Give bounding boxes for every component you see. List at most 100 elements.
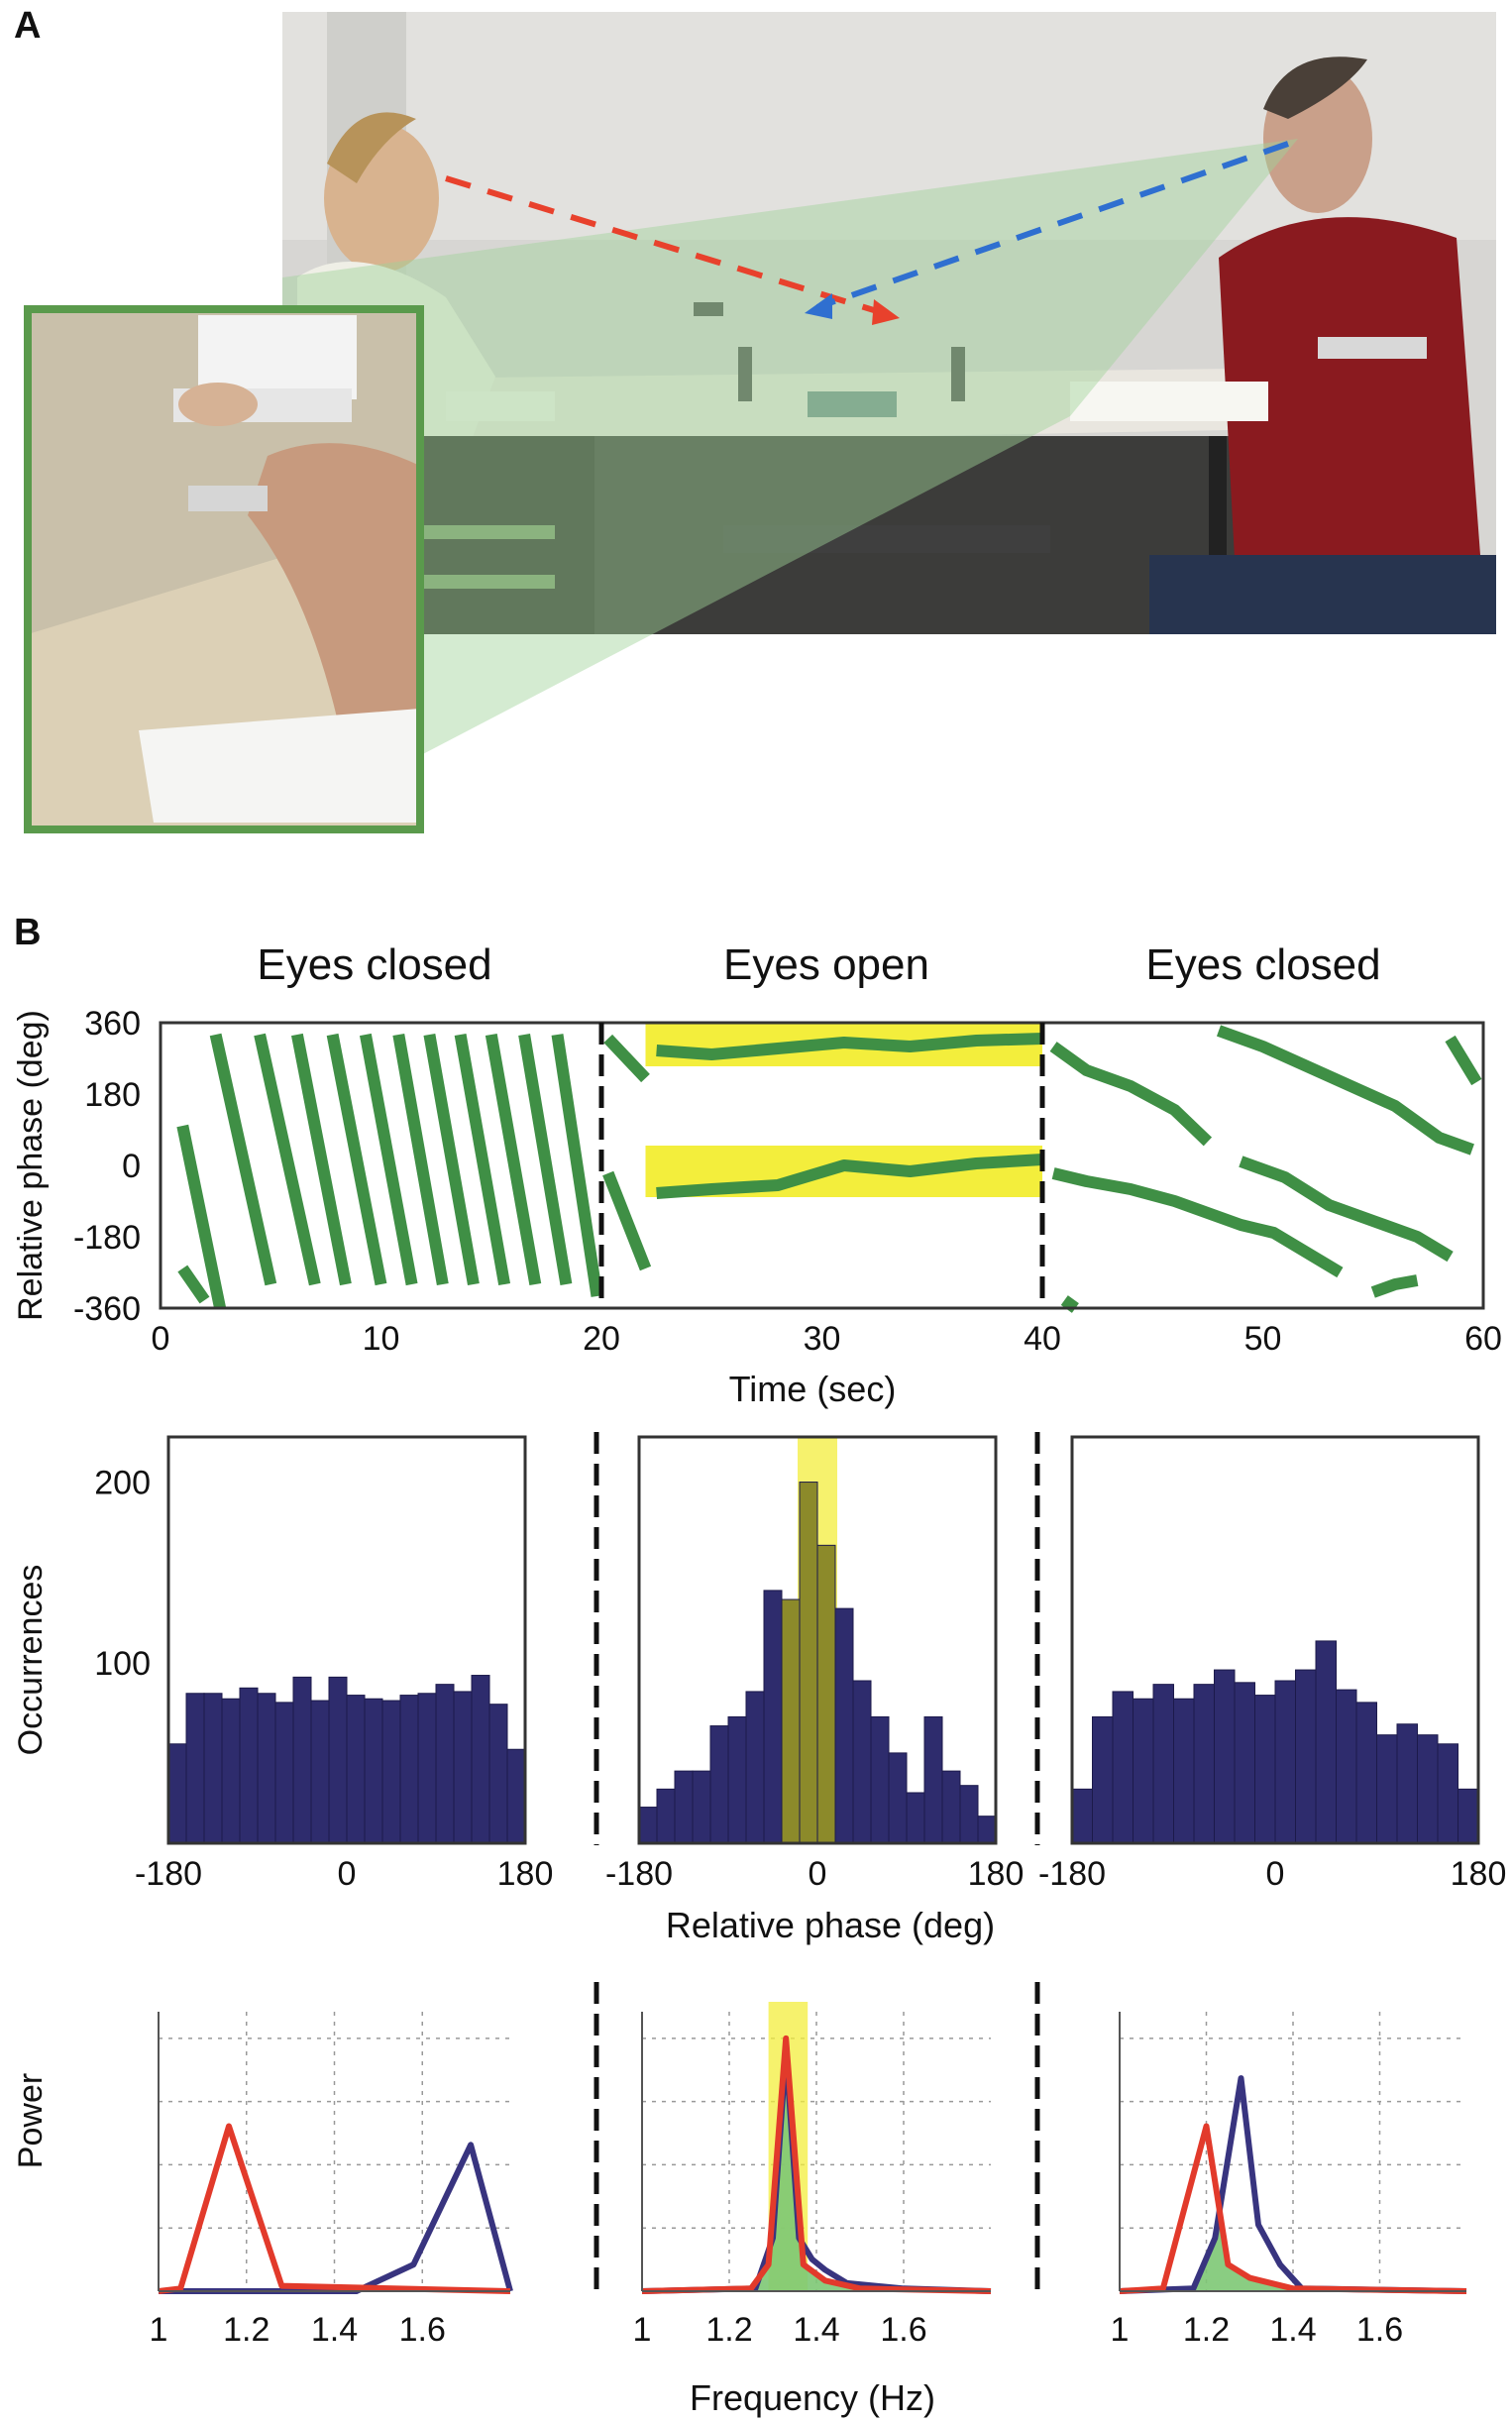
histogram-bar	[435, 1684, 455, 1844]
histogram-bar	[364, 1698, 383, 1844]
histogram-bar	[417, 1693, 437, 1844]
histogram-bar	[1336, 1689, 1357, 1844]
inset-photo	[24, 305, 424, 833]
phase-trace-23	[1445, 1035, 1482, 1086]
red-series-line	[641, 2035, 992, 2294]
phase-trace-6	[360, 1033, 418, 1286]
x-tick-label: 1.6	[880, 2311, 926, 2349]
x-tick-label: 50	[1244, 1320, 1282, 1358]
y-tick-label: -180	[73, 1219, 141, 1257]
histogram-x-axis-label: Relative phase (deg)	[666, 1905, 995, 1945]
panel-letter-a: A	[14, 5, 41, 47]
histogram-eyes-closed-2: -180 0 180	[1038, 1435, 1507, 1893]
view-cone	[282, 139, 1298, 827]
histogram-bar	[1152, 1684, 1174, 1844]
phase-trace-5	[326, 1033, 387, 1286]
x-tick-label: -180	[1038, 1855, 1106, 1893]
condition-boundaries	[598, 1023, 1045, 1308]
phase-trace-7	[392, 1033, 449, 1286]
phase-trace-3	[254, 1033, 321, 1286]
histogram-bar	[1071, 1788, 1093, 1844]
histogram-bar	[727, 1715, 747, 1844]
histogram-bar	[471, 1675, 490, 1844]
x-tick-label: 0	[809, 1855, 827, 1893]
x-tick-label: 20	[583, 1320, 620, 1358]
phase-trace-0	[177, 1265, 210, 1304]
histogram-bar	[1173, 1698, 1195, 1844]
histogram-bar	[906, 1792, 925, 1844]
x-tick-label: 180	[1451, 1855, 1507, 1893]
histogram-bar	[1133, 1698, 1154, 1844]
plot-frame	[637, 1435, 998, 1845]
phase-trace-20	[1239, 1156, 1454, 1263]
histogram-bar	[203, 1693, 223, 1844]
x-tick-label: 1.6	[1356, 2311, 1403, 2349]
histogram-bar	[1355, 1702, 1377, 1844]
y-tick-label: 200	[94, 1465, 151, 1502]
histogram-bar	[923, 1715, 943, 1844]
histogram-bar	[506, 1748, 526, 1844]
experiment-photo	[282, 12, 1496, 634]
histogram-bar	[453, 1691, 473, 1844]
blue-series-line	[641, 2048, 992, 2294]
spectrum-eyes-closed-2: 1 1.2 1.4 1.6	[1111, 2012, 1467, 2349]
y-tick-label: 360	[84, 1005, 141, 1043]
histogram-bar	[1092, 1715, 1114, 1844]
histogram-bar	[328, 1676, 348, 1844]
condition-label-3: Eyes closed	[1145, 940, 1380, 989]
x-tick-label: 0	[1266, 1855, 1285, 1893]
phase-trace-9	[454, 1033, 511, 1286]
histogram-bar	[1295, 1669, 1317, 1844]
plot-frame	[1070, 1435, 1480, 1845]
histogram-bar	[488, 1704, 508, 1844]
y-tick-label: 0	[122, 1148, 141, 1185]
gaze-line-right	[816, 141, 1289, 310]
histogram-bar	[888, 1752, 908, 1844]
histogram-bar	[274, 1702, 294, 1844]
phase-timeseries-chart: 360 180 0 -180 -360 0 10 20 30 40 50 60 Relative p…	[12, 1005, 1502, 1409]
x-tick-label: 1.2	[223, 2311, 270, 2349]
x-tick-label: 180	[497, 1855, 554, 1893]
condition-label-1: Eyes closed	[257, 940, 491, 989]
blue-series-line	[159, 2142, 513, 2294]
histogram-bar	[221, 1698, 241, 1844]
histogram-bar	[674, 1770, 694, 1844]
x-tick-label: 30	[804, 1320, 841, 1358]
phase-trace-8	[423, 1033, 480, 1286]
x-tick-label: 10	[363, 1320, 400, 1358]
participant-right	[1149, 56, 1496, 634]
histogram-dividers	[594, 1432, 1040, 1845]
histogram-bar	[346, 1695, 366, 1844]
histogram-bar	[1112, 1691, 1134, 1844]
histogram-bar	[1417, 1734, 1439, 1844]
histogram-bar	[239, 1687, 259, 1844]
phase-trace-18	[1051, 1167, 1344, 1278]
spectrum-eyes-open: 1 1.2 1.4 1.6	[633, 2002, 992, 2349]
histogram-bar	[1437, 1743, 1458, 1844]
phase-trace-12	[551, 1034, 603, 1297]
phase-trace-19	[1216, 1025, 1474, 1156]
histogram-eyes-closed-1: -180 0 180 200 100	[94, 1435, 554, 1893]
plot-frame	[159, 1021, 1485, 1310]
histogram-bar	[185, 1693, 205, 1844]
phase-trace-16	[656, 1154, 1043, 1199]
spectrum-x-axis-label: Frequency (Hz)	[690, 2377, 935, 2418]
red-series-line	[158, 2123, 511, 2294]
histogram-bar	[941, 1770, 961, 1844]
spectrum-eyes-closed-1: 1 1.2 1.4 1.6	[150, 2012, 513, 2349]
x-tick-label: 1.4	[311, 2311, 358, 2349]
gaze-arrow-left	[872, 299, 900, 325]
x-tick-label: -180	[135, 1855, 202, 1893]
phase-trace-1	[176, 1124, 226, 1310]
x-tick-label: 0	[338, 1855, 357, 1893]
spectrum-dividers	[594, 1982, 1040, 2299]
x-axis-label: Time (sec)	[729, 1369, 897, 1409]
phase-trace-11	[518, 1034, 573, 1285]
x-tick-label: 1	[150, 2311, 168, 2349]
histogram-bar	[852, 1680, 872, 1844]
phase-trace-2	[209, 1033, 277, 1286]
histogram-bar	[1376, 1734, 1398, 1844]
x-tick-label: 40	[1024, 1320, 1061, 1358]
histogram-y-axis-label: Occurrences	[12, 1565, 50, 1756]
